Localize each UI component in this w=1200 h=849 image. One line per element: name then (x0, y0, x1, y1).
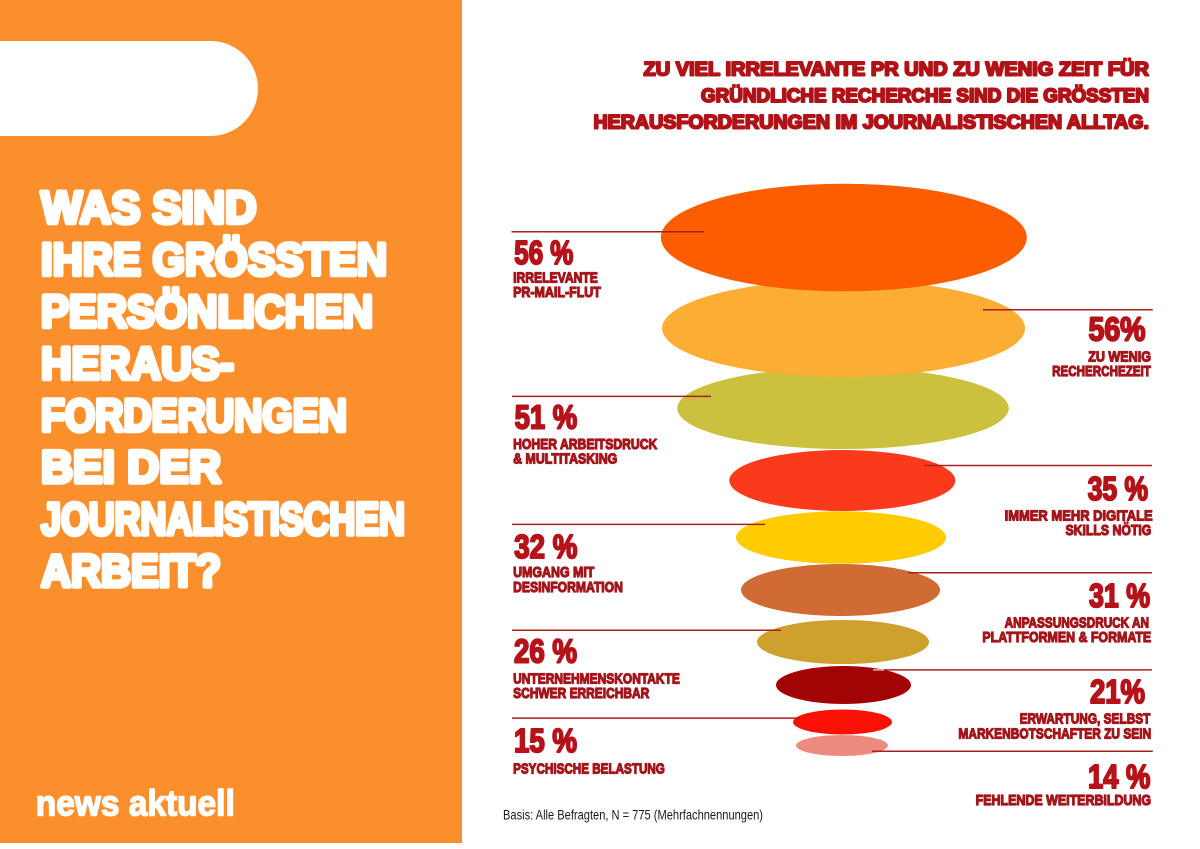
svg-text:GRÜNDLICHE RECHERCHE SIND DIE: GRÜNDLICHE RECHERCHE SIND DIE GRÖSSTEN (701, 84, 1149, 107)
svg-text:ZU VIEL IRRELEVANTE PR UND ZU: ZU VIEL IRRELEVANTE PR UND ZU WENIG ZEIT… (644, 57, 1150, 80)
svg-text:32 %: 32 % (514, 529, 577, 566)
svg-text:BEI DER: BEI DER (41, 442, 221, 493)
svg-text:35 %: 35 % (1088, 471, 1148, 508)
svg-text:ERWARTUNG, SELBST: ERWARTUNG, SELBST (1020, 711, 1151, 728)
svg-text:51 %: 51 % (515, 400, 578, 437)
svg-text:31 %: 31 % (1089, 578, 1150, 615)
svg-text:UNTERNEHMENSKONTAKTE: UNTERNEHMENSKONTAKTE (513, 670, 680, 687)
svg-text:ZU WENIG: ZU WENIG (1088, 348, 1151, 365)
svg-text:56%: 56% (1089, 312, 1146, 349)
svg-text:PSYCHISCHE BELASTUNG: PSYCHISCHE BELASTUNG (513, 760, 665, 777)
svg-text:IRRELEVANTE: IRRELEVANTE (513, 269, 598, 286)
svg-text:HOHER ARBEITSDRUCK: HOHER ARBEITSDRUCK (513, 436, 657, 453)
svg-text:& MULTITASKING: & MULTITASKING (513, 451, 617, 468)
svg-text:PLATTFORMEN & FORMATE: PLATTFORMEN & FORMATE (982, 629, 1151, 646)
svg-text:26 %: 26 % (514, 633, 577, 670)
svg-text:UMGANG MIT: UMGANG MIT (513, 564, 595, 581)
svg-text:21%: 21% (1090, 674, 1145, 711)
svg-text:Basis: Alle Befragten, N = 775: Basis: Alle Befragten, N = 775 (Mehrfach… (503, 808, 763, 823)
svg-text:HERAUSFORDERUNGEN IM JOURNALIS: HERAUSFORDERUNGEN IM JOURNALISTISCHEN AL… (594, 111, 1150, 133)
svg-text:WAS SIND: WAS SIND (41, 182, 257, 233)
svg-text:PERSÖNLICHEN: PERSÖNLICHEN (41, 286, 373, 337)
svg-text:IHRE GRÖSSTEN: IHRE GRÖSSTEN (41, 234, 387, 285)
svg-text:56 %: 56 % (514, 235, 573, 272)
svg-text:HERAUS-: HERAUS- (41, 338, 234, 389)
svg-text:news aktuell: news aktuell (36, 783, 235, 824)
svg-text:ANPASSUNGSDRUCK AN: ANPASSUNGSDRUCK AN (1005, 615, 1149, 632)
svg-text:MARKENBOTSCHAFTER ZU SEIN: MARKENBOTSCHAFTER ZU SEIN (958, 726, 1151, 743)
svg-text:14 %: 14 % (1088, 759, 1150, 796)
svg-text:IMMER MEHR DIGITALE: IMMER MEHR DIGITALE (1005, 507, 1153, 524)
svg-text:ARBEIT?: ARBEIT? (41, 546, 221, 597)
svg-text:DESINFORMATION: DESINFORMATION (513, 579, 623, 596)
svg-text:FEHLENDE WEITERBILDUNG: FEHLENDE WEITERBILDUNG (976, 792, 1152, 809)
svg-text:15 %: 15 % (514, 723, 577, 760)
svg-text:RECHERCHEZEIT: RECHERCHEZEIT (1052, 363, 1151, 380)
svg-text:JOURNALISTISCHEN: JOURNALISTISCHEN (41, 494, 405, 545)
svg-text:FORDERUNGEN: FORDERUNGEN (41, 390, 347, 441)
svg-text:PR-MAIL-FLUT: PR-MAIL-FLUT (513, 284, 601, 301)
svg-text:SKILLS NÖTIG: SKILLS NÖTIG (1066, 522, 1152, 539)
svg-text:SCHWER ERREICHBAR: SCHWER ERREICHBAR (513, 685, 649, 702)
